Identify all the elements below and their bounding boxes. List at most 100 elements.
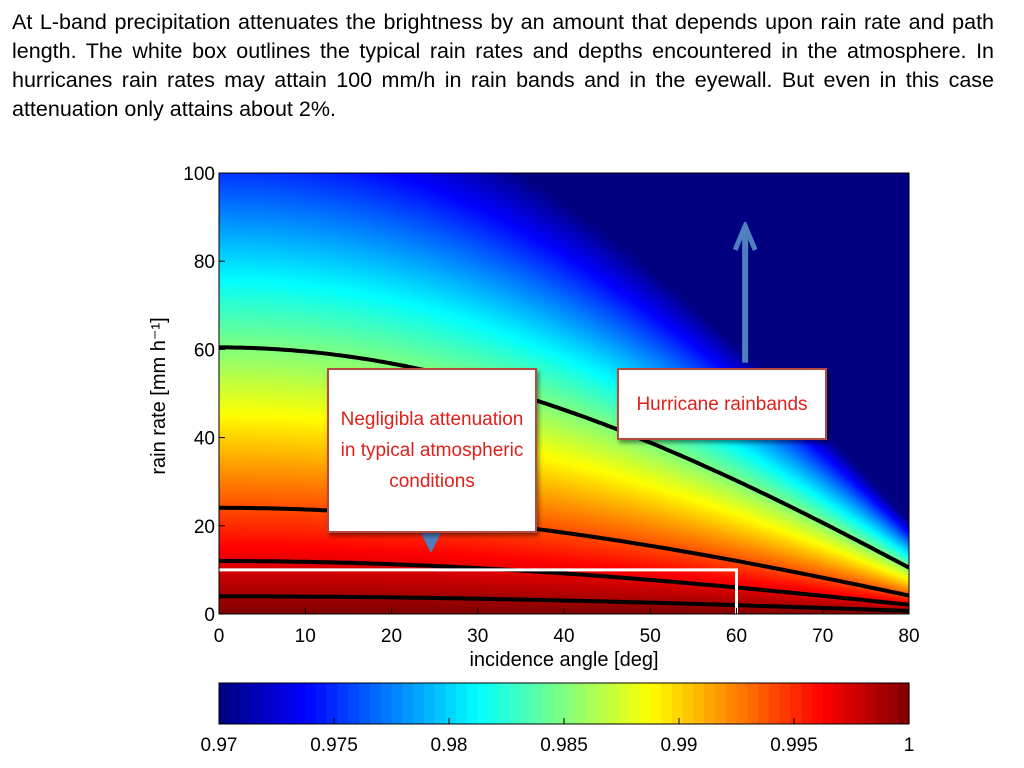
down-arrow-head	[421, 533, 441, 553]
x-tick-label-20: 20	[381, 626, 402, 647]
colorbar-cell	[833, 683, 845, 724]
colorbar-cell	[898, 683, 910, 724]
contour-line-3	[219, 594, 909, 613]
colorbar-cell	[661, 683, 673, 724]
contour-line-0	[219, 345, 909, 570]
colorbar-cell	[369, 683, 382, 724]
hurricane-rainbands-callout: Hurricane rainbands	[617, 368, 827, 440]
y-tick-label-0: 0	[204, 605, 215, 626]
colorbar-cell	[283, 683, 296, 724]
colorbar-tick-label-0: 0.97	[201, 735, 238, 756]
colorbar-cell	[704, 683, 716, 724]
colorbar-cell	[822, 683, 835, 724]
colorbar-cell	[294, 683, 306, 724]
colorbar-cell	[488, 683, 500, 724]
colorbar-cell	[628, 683, 641, 724]
hurricane-callout-text: Hurricane rainbands	[636, 393, 808, 415]
colorbar-cell	[229, 683, 242, 724]
contour-line-2	[219, 559, 909, 607]
colorbar-tick-label-6: 1	[904, 735, 915, 756]
y-tick-label-40: 40	[194, 429, 215, 450]
colorbar-cell	[865, 683, 878, 724]
colorbar-cell	[348, 683, 360, 724]
x-tick-label-70: 70	[812, 626, 833, 647]
x-tick-label-40: 40	[553, 626, 574, 647]
colorbar-cell	[671, 683, 684, 724]
colorbar-cell	[574, 683, 587, 724]
y-tick-label-100: 100	[183, 164, 215, 185]
colorbar-cell	[682, 683, 694, 724]
colorbar-cell	[445, 683, 457, 724]
colorbar-cell	[768, 683, 781, 724]
x-axis-label: incidence angle [deg]	[469, 649, 658, 671]
colorbar-cell	[855, 683, 867, 724]
colorbar-cell	[693, 683, 705, 724]
negligible-callout-text: Negligibla attenuation in typical atmosp…	[340, 409, 524, 492]
colorbar-cell	[499, 683, 511, 724]
colorbar-cell	[887, 683, 899, 724]
colorbar	[218, 682, 910, 725]
colorbar-cell	[391, 683, 403, 724]
colorbar-cell	[596, 683, 608, 724]
colorbar-ticks: 0.97 0.975 0.98 0.985 0.99 0.995 1	[201, 718, 915, 756]
intro-paragraph: At L-band precipitation attenuates the b…	[12, 10, 994, 121]
colorbar-cell	[423, 683, 436, 724]
colorbar-cell	[456, 683, 468, 724]
colorbar-cell	[650, 683, 662, 724]
colorbar-cell	[790, 683, 802, 724]
x-axis: 0 10 20 30 40 50 60 70 80	[214, 608, 920, 647]
x-tick-label-50: 50	[640, 626, 661, 647]
x-tick-label-80: 80	[898, 626, 919, 647]
colorbar-cell	[607, 683, 619, 724]
colorbar-cell	[639, 683, 651, 724]
colorbar-cell	[251, 683, 263, 724]
colorbar-cell	[262, 683, 274, 724]
colorbar-cell	[758, 683, 770, 724]
plot-frame	[218, 172, 910, 615]
colorbar-cell	[876, 683, 889, 724]
y-axis: 0 20 40 60 80 100	[183, 164, 225, 626]
colorbar-cell	[801, 683, 813, 724]
colorbar-cell	[219, 683, 231, 724]
typical-rain-box	[219, 568, 738, 614]
colorbar-tick-label-1: 0.975	[310, 735, 358, 756]
colorbar-cell	[466, 683, 479, 724]
x-tick-label-0: 0	[214, 626, 225, 647]
colorbar-tick-label-5: 0.995	[770, 735, 818, 756]
colorbar-tick-label-2: 0.98	[431, 735, 468, 756]
colorbar-cell	[844, 683, 856, 724]
y-tick-label-20: 20	[194, 517, 215, 538]
colorbar-cell	[359, 683, 371, 724]
colorbar-cell	[434, 683, 447, 724]
colorbar-cell	[585, 683, 597, 724]
colorbar-cell	[811, 683, 824, 724]
colorbar-cell	[240, 683, 252, 724]
colorbar-cell	[725, 683, 738, 724]
colorbar-cell	[564, 683, 576, 724]
colorbar-cell	[305, 683, 317, 724]
colorbar-cell	[326, 683, 339, 724]
colorbar-cell	[531, 683, 544, 724]
negligible-arrow-down-icon	[421, 533, 441, 553]
x-tick-label-10: 10	[295, 626, 316, 647]
y-tick-label-60: 60	[194, 340, 215, 361]
typical-box-outline	[219, 568, 738, 614]
colorbar-cell	[272, 683, 285, 724]
colorbar-cell	[316, 683, 328, 724]
colorbar-cell	[477, 683, 490, 724]
colorbar-cell	[337, 683, 349, 724]
colorbar-cell	[402, 683, 414, 724]
x-tick-label-30: 30	[467, 626, 488, 647]
colorbar-cell	[553, 683, 565, 724]
colorbar-cell	[413, 683, 425, 724]
colorbar-tick-label-4: 0.99	[661, 735, 698, 756]
colorbar-cell	[736, 683, 748, 724]
colorbar-cell	[747, 683, 759, 724]
colorbar-cell	[380, 683, 393, 724]
colorbar-cell	[542, 683, 554, 724]
x-tick-label-60: 60	[726, 626, 747, 647]
colorbar-cell	[779, 683, 792, 724]
y-tick-label-80: 80	[194, 252, 215, 273]
colorbar-tick-label-3: 0.985	[540, 735, 588, 756]
negligible-attenuation-callout: Negligibla attenuation in typical atmosp…	[327, 368, 537, 533]
